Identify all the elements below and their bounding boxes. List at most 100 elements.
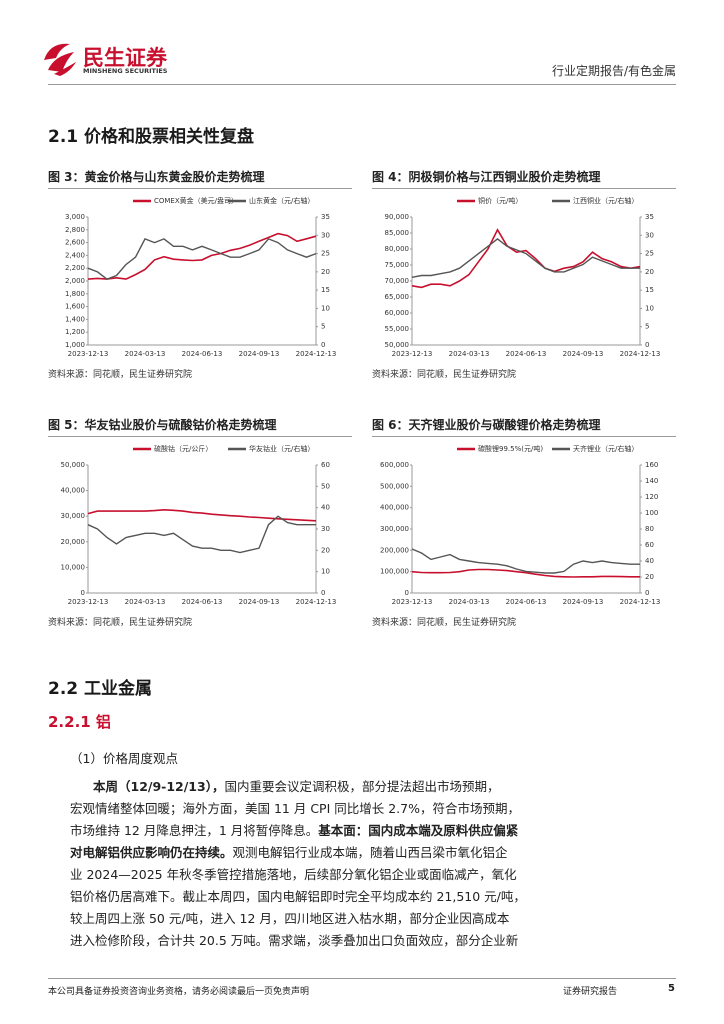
chart: 50,000 55,000 60,000 65,000 70,000 75,000 80,0… bbox=[385, 196, 661, 358]
y2-tick-label: 10 bbox=[321, 304, 330, 312]
y2-tick-label: 0 bbox=[321, 589, 325, 597]
x-tick-label: 2024-06-13 bbox=[506, 598, 547, 606]
paragraph-line: 进入检修阶段，合计共 20.5 万吨。需求端，淡季叠加出口负面效应，部分企业新 bbox=[70, 930, 518, 952]
legend-label: 铜价（元/吨） bbox=[478, 196, 522, 205]
y-tick-label: 90,000 bbox=[385, 213, 410, 221]
y2-tick-label: 60 bbox=[645, 541, 654, 549]
y2-tick-label: 10 bbox=[321, 568, 330, 576]
paragraph-line: 本周（12/9-12/13），国内重要会议定调积极，部分提法超出市场预期， bbox=[70, 776, 499, 798]
y-tick-label: 50,000 bbox=[61, 461, 86, 469]
footer-rule bbox=[48, 978, 676, 979]
y-tick-label: 2,000 bbox=[65, 277, 85, 285]
text-run: 国内重要会议定调积极，部分提法超出市场预期， bbox=[224, 779, 500, 794]
paragraph-line: 宏观情绪整体回暖；海外方面，美国 11 月 CPI 同比增长 2.7%，符合市场… bbox=[70, 798, 520, 820]
text-run: 较上周四上涨 50 元/吨，进入 12 月，四川地区进入枯水期，部分企业因高成本 bbox=[70, 911, 510, 926]
series-line bbox=[411, 238, 640, 278]
y2-tick-label: 5 bbox=[321, 323, 325, 331]
paragraph-line: 市场维持 12 月降息押注，1 月将暂停降息。基本面：国内成本端及原料供应偏紧 bbox=[70, 820, 518, 842]
text-run: 本周（12/9-12/13）， bbox=[93, 779, 225, 794]
y2-tick-label: 80 bbox=[645, 525, 654, 533]
text-run: 业 2024—2025 年秋冬季管控措施落地，后续部分氧化铝企业或面临减产，氧化 bbox=[70, 867, 517, 882]
y2-tick-label: 30 bbox=[645, 231, 654, 239]
x-tick-label: 2024-03-13 bbox=[125, 350, 166, 358]
y2-tick-label: 0 bbox=[321, 341, 325, 349]
y2-tick-label: 35 bbox=[645, 213, 654, 221]
series-line bbox=[411, 228, 641, 289]
figure-source: 资料来源：同花顺，民生证券研究院 bbox=[372, 370, 517, 380]
text-run: 对电解铝供应影响仍在持续。 bbox=[70, 845, 233, 860]
y-tick-label: 500,000 bbox=[380, 482, 409, 490]
x-tick-label: 2023-12-13 bbox=[392, 598, 433, 606]
y2-tick-label: 100 bbox=[645, 509, 658, 517]
y2-tick-label: 20 bbox=[321, 546, 330, 554]
chart: 0 10,000 20,000 30,000 40,000 50,000 0 10 20 30 40… bbox=[61, 444, 337, 606]
y-tick-label: 85,000 bbox=[385, 229, 410, 237]
y2-tick-label: 0 bbox=[645, 589, 649, 597]
x-tick-label: 2024-06-13 bbox=[182, 350, 223, 358]
y2-tick-label: 120 bbox=[645, 493, 658, 501]
y-tick-label: 0 bbox=[405, 589, 409, 597]
text-run: 观测电解铝行业成本端，随着山西吕梁市氧化铝企 bbox=[232, 845, 508, 860]
y-tick-label: 400,000 bbox=[380, 504, 409, 512]
x-tick-label: 2024-09-13 bbox=[563, 598, 604, 606]
y2-tick-label: 50 bbox=[321, 482, 330, 490]
chart: 1,000 1,200 1,400 1,600 1,800 2,000 2,200 2,400… bbox=[65, 196, 336, 358]
y-tick-label: 10,000 bbox=[61, 563, 86, 571]
x-tick-label: 2024-09-13 bbox=[239, 350, 280, 358]
y2-tick-label: 10 bbox=[645, 304, 654, 312]
y2-tick-label: 40 bbox=[321, 504, 330, 512]
y-tick-label: 55,000 bbox=[385, 325, 410, 333]
y2-tick-label: 35 bbox=[321, 213, 330, 221]
x-tick-label: 2024-12-13 bbox=[296, 598, 337, 606]
section-title: 2.2 工业金属 bbox=[48, 679, 153, 699]
figure: 图 4：阴极铜价格与江西铜业股价走势梳理 50,000 55,000 60,000 65… bbox=[372, 168, 676, 380]
y-tick-label: 200,000 bbox=[380, 546, 409, 554]
y-tick-label: 80,000 bbox=[385, 245, 410, 253]
legend-label: 江西铜业（元/右轴） bbox=[573, 196, 638, 205]
figure: 图 6：天齐锂业股价与碳酸锂价格走势梳理 0 100,000 200,000 300,0… bbox=[372, 416, 676, 628]
y2-tick-label: 25 bbox=[645, 250, 654, 258]
y-tick-label: 1,800 bbox=[65, 290, 85, 298]
series-line bbox=[411, 568, 640, 578]
paragraph-line: 铝价格仍居高难下。截止本周四，国内电解铝即时完全平均成本约 21,510 元/吨… bbox=[70, 886, 526, 908]
y-tick-label: 50,000 bbox=[385, 341, 410, 349]
figure: 图 5：华友钴业股价与硫酸钴价格走势梳理 0 10,000 20,000 30,000 4… bbox=[48, 416, 352, 628]
y2-tick-label: 20 bbox=[645, 573, 654, 581]
subsection-title: 2.2.1 铝 bbox=[48, 713, 111, 731]
y-tick-label: 2,800 bbox=[65, 226, 85, 234]
figure: 图 3：黄金价格与山东黄金股价走势梳理 1,000 1,200 1,400 1,600 1… bbox=[48, 168, 352, 380]
x-tick-label: 2024-03-13 bbox=[449, 350, 490, 358]
x-tick-label: 2023-12-13 bbox=[392, 350, 433, 358]
y2-tick-label: 25 bbox=[321, 250, 330, 258]
y2-tick-label: 0 bbox=[645, 341, 649, 349]
legend-label: COMEX黄金（美元/盎司） bbox=[154, 196, 238, 205]
x-tick-label: 2024-03-13 bbox=[449, 598, 490, 606]
disclaimer: 本公司具备证券投资咨询业务资格，请务必阅读最后一页免责声明 bbox=[48, 987, 310, 997]
x-tick-label: 2024-09-13 bbox=[239, 598, 280, 606]
y-tick-label: 60,000 bbox=[385, 309, 410, 317]
x-tick-label: 2024-06-13 bbox=[506, 350, 547, 358]
x-tick-label: 2024-09-13 bbox=[563, 350, 604, 358]
x-tick-label: 2024-06-13 bbox=[182, 598, 223, 606]
x-tick-label: 2024-03-13 bbox=[125, 598, 166, 606]
chart: 0 100,000 200,000 300,000 400,000 500,000 600,… bbox=[380, 444, 660, 606]
text-run: 进入检修阶段，合计共 20.5 万吨。需求端，淡季叠加出口负面效应，部分企业新 bbox=[70, 933, 519, 948]
y-tick-label: 1,400 bbox=[65, 315, 85, 323]
y-tick-label: 1,600 bbox=[65, 303, 85, 311]
y-tick-label: 600,000 bbox=[380, 461, 409, 469]
y-tick-label: 2,600 bbox=[65, 239, 85, 247]
figure-caption: 图 4：阴极铜价格与江西铜业股价走势梳理 bbox=[372, 168, 676, 189]
y-tick-label: 1,000 bbox=[65, 341, 85, 349]
series-line bbox=[87, 238, 317, 280]
header-rule bbox=[48, 84, 676, 85]
y-tick-label: 300,000 bbox=[380, 525, 409, 533]
text-run: 市场维持 12 月降息押注，1 月将暂停降息。 bbox=[70, 823, 319, 838]
y2-tick-label: 15 bbox=[321, 286, 330, 294]
series-line bbox=[411, 548, 640, 574]
y2-tick-label: 20 bbox=[645, 268, 654, 276]
y2-tick-label: 20 bbox=[321, 268, 330, 276]
figure-caption: 图 3：黄金价格与山东黄金股价走势梳理 bbox=[48, 168, 352, 189]
y-tick-label: 0 bbox=[81, 589, 85, 597]
series-line bbox=[87, 508, 317, 522]
